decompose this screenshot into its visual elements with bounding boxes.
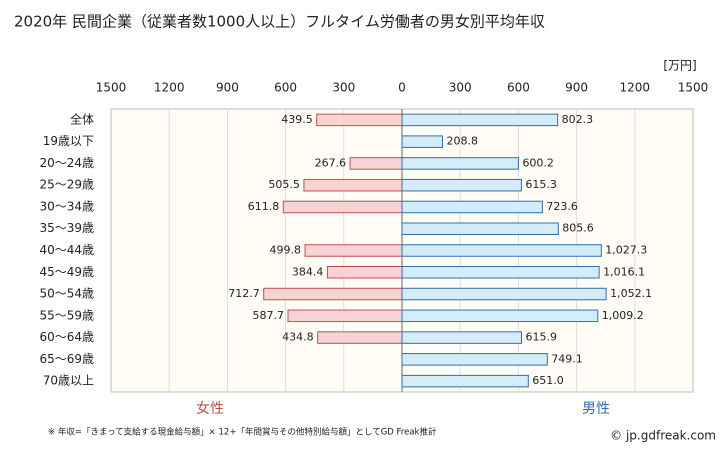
bar (401, 244, 602, 257)
value-label: 1,009.2 (602, 309, 644, 322)
y-tick-label: 40〜44歳 (39, 243, 94, 257)
bar (304, 244, 403, 257)
x-tick-label: 600 (274, 81, 297, 95)
bar (401, 353, 548, 366)
source: © jp.gdfreak.com (610, 429, 716, 443)
value-label: 499.8 (270, 244, 302, 257)
bar (349, 157, 403, 170)
bar (401, 374, 529, 388)
y-tick-label: 50〜54歳 (39, 287, 94, 301)
bar (287, 309, 403, 323)
y-tick-label: 20〜24歳 (39, 156, 94, 170)
bar (401, 222, 559, 235)
bar (263, 287, 403, 301)
value-label: 651.0 (532, 374, 564, 387)
y-tick-label: 70歳以上 (43, 374, 94, 388)
x-tick-label: 1200 (620, 81, 651, 95)
y-tick-label: 30〜34歳 (39, 199, 94, 213)
y-tick-label: 35〜39歳 (39, 221, 94, 235)
value-label: 723.6 (546, 200, 578, 213)
bar (282, 200, 403, 214)
legend-label: 男性 (582, 401, 610, 417)
y-tick-label: 25〜29歳 (39, 178, 94, 192)
bar (401, 266, 600, 279)
x-tick-label: 1500 (678, 81, 709, 95)
x-tick-label: 600 (507, 81, 530, 95)
x-tick-label: 300 (449, 81, 472, 95)
bar (401, 287, 607, 301)
bar (401, 200, 543, 214)
bar (401, 113, 559, 127)
footnote: ※ 年収=「きまって支給する現金給与額」× 12+「年間賞与その他特別給与額」と… (48, 427, 437, 438)
bar (326, 266, 403, 279)
bar (401, 135, 444, 148)
x-tick-label: 300 (332, 81, 355, 95)
value-label: 611.8 (248, 200, 280, 213)
y-tick-label: 60〜64歳 (39, 330, 94, 344)
value-label: 208.8 (447, 135, 479, 148)
value-label: 587.7 (252, 309, 284, 322)
y-tick-label: 19歳以下 (43, 134, 94, 148)
value-label: 505.5 (268, 178, 300, 191)
value-label: 1,027.3 (605, 244, 647, 257)
value-label: 802.3 (562, 113, 594, 126)
x-tick-label: 0 (398, 81, 406, 95)
value-label: 267.6 (315, 156, 347, 169)
value-label: 712.7 (228, 287, 260, 300)
y-tick-label: 65〜69歳 (39, 352, 94, 366)
value-label: 615.3 (525, 178, 557, 191)
y-tick-label: 45〜49歳 (39, 265, 94, 279)
bar (401, 331, 522, 344)
value-label: 600.2 (522, 156, 554, 169)
unit-label: [万円] (663, 59, 696, 73)
bar (303, 178, 403, 192)
value-label: 384.4 (292, 265, 324, 278)
value-label: 434.8 (282, 331, 314, 344)
value-label: 1,052.1 (610, 287, 652, 300)
y-tick-label: 全体 (70, 111, 94, 126)
bar (316, 113, 403, 127)
value-label: 439.5 (281, 113, 313, 126)
value-label: 749.1 (551, 352, 583, 365)
legend-label: 女性 (196, 400, 224, 417)
value-label: 615.9 (525, 331, 557, 344)
bar (317, 331, 403, 344)
x-tick-label: 1200 (154, 81, 185, 95)
chart-title: 2020年 民間企業（従業者数1000人以上）フルタイム労働者の男女別平均年収 (14, 13, 545, 31)
x-tick-label: 1500 (96, 81, 127, 95)
bar (401, 157, 519, 170)
y-tick-label: 55〜59歳 (39, 308, 94, 322)
x-tick-label: 900 (216, 81, 239, 95)
value-label: 1,016.1 (603, 265, 645, 278)
bar (401, 178, 522, 192)
value-label: 805.6 (562, 222, 594, 235)
x-tick-label: 900 (565, 81, 588, 95)
bar (401, 309, 599, 323)
